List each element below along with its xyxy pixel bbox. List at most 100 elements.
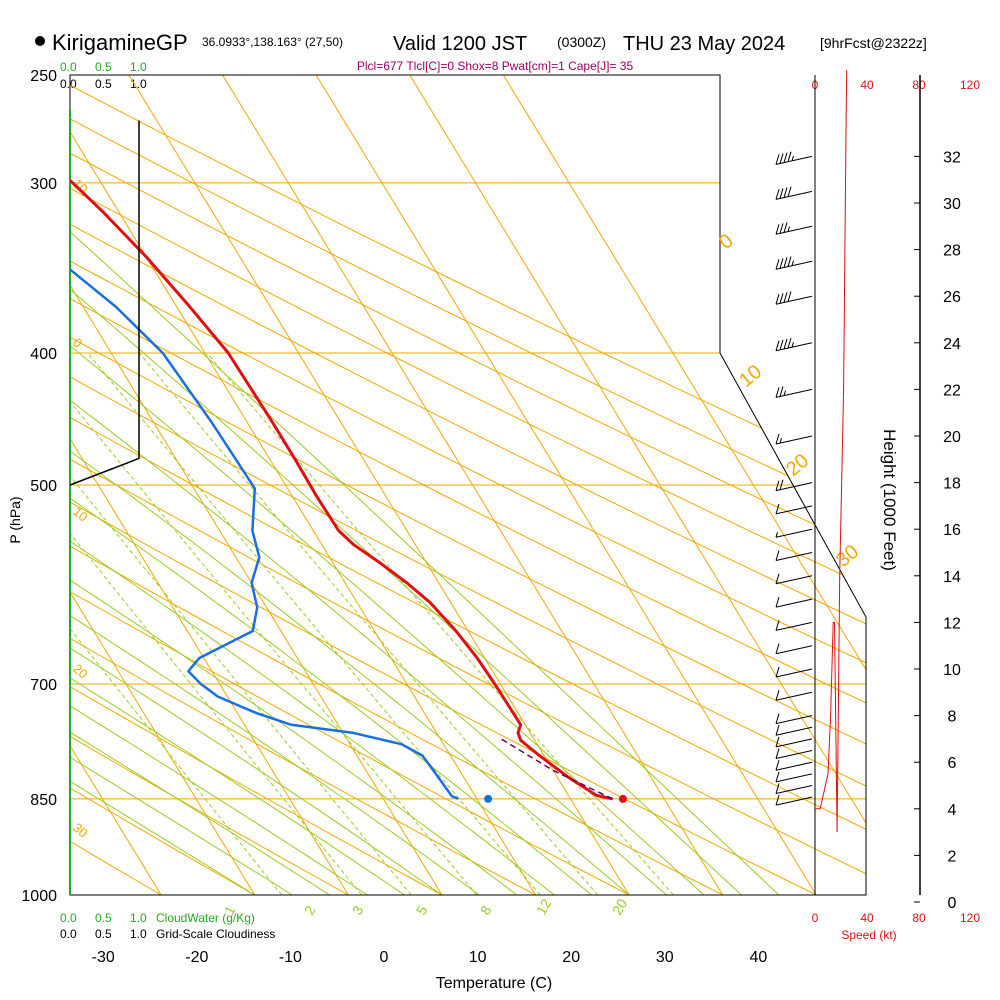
wind-barb-icon bbox=[775, 291, 813, 305]
wind-barb-icon bbox=[775, 433, 813, 445]
x-axis-label: Temperature (C) bbox=[436, 975, 552, 992]
height-axis-label: Height (1000 Feet) bbox=[880, 429, 899, 571]
cloudiness-tick: 0.0 bbox=[60, 927, 77, 941]
moist-adiabat-label: 10 bbox=[735, 361, 766, 392]
dry-adiabat-line bbox=[70, 75, 256, 895]
moist-adiabat-line bbox=[70, 75, 630, 895]
dry-adiabat-label: 30 bbox=[70, 820, 91, 841]
cloudiness-line bbox=[69, 120, 140, 486]
wind-barb-icon bbox=[775, 760, 813, 771]
mixing-ratio-label: 2 bbox=[301, 903, 319, 918]
isotherm-line bbox=[70, 75, 162, 895]
mixing-ratio-line bbox=[70, 352, 362, 895]
wind-barb-icon bbox=[775, 771, 813, 783]
wind-barb-icon bbox=[775, 643, 813, 655]
height-tick-label: 22 bbox=[943, 382, 961, 399]
moist-adiabat-line bbox=[70, 75, 330, 895]
isotherm-line bbox=[315, 75, 817, 895]
pressure-tick-label: 500 bbox=[30, 478, 57, 495]
mixing-ratio-line bbox=[70, 352, 282, 895]
wind-barb-icon bbox=[775, 550, 813, 561]
moist-adiabat-label: 20 bbox=[782, 450, 813, 481]
dry-adiabat-line bbox=[70, 75, 536, 895]
cloudiness-tick: 0.0 bbox=[60, 77, 77, 91]
cloud-scale-top: 0.0 0.5 1.0 0.0 0.5 1.0 bbox=[60, 60, 147, 91]
wind-barb-icon bbox=[775, 666, 813, 678]
pressure-tick-label: 250 bbox=[30, 68, 57, 85]
pressure-tick-label: 400 bbox=[30, 346, 57, 363]
cloudwater-tick: 1.0 bbox=[130, 60, 147, 74]
height-tick-label: 4 bbox=[948, 802, 957, 819]
mixing-ratio-line bbox=[206, 352, 674, 895]
speed-tick: 0 bbox=[812, 911, 819, 925]
dry-adiabat-label: 20 bbox=[70, 661, 91, 682]
wind-barb-icon bbox=[775, 528, 813, 538]
cloudwater-tick: 1.0 bbox=[130, 911, 147, 925]
dry-adiabat-line bbox=[70, 75, 866, 895]
moist-adiabat-line bbox=[70, 75, 705, 895]
x-tick-label: 40 bbox=[750, 949, 768, 966]
station-dot-icon bbox=[35, 36, 45, 46]
cloudiness-tick: 1.0 bbox=[130, 77, 147, 91]
surface-dewpoint-dot bbox=[484, 794, 493, 803]
dry-adiabat-line bbox=[70, 75, 724, 895]
mixing-ratio-label: 8 bbox=[477, 903, 495, 918]
mixing-ratio-line bbox=[87, 352, 541, 895]
moist-adiabat-label: 30 bbox=[832, 541, 863, 572]
dry-adiabat-label: 10 bbox=[70, 176, 91, 197]
cloudwater-tick: 0.0 bbox=[60, 911, 77, 925]
wind-barb-icon bbox=[775, 736, 813, 748]
height-tick-label: 32 bbox=[943, 149, 961, 166]
isotherm-line bbox=[409, 75, 866, 895]
dry-adiabat-line bbox=[70, 75, 630, 895]
mixing-ratio-label: 12 bbox=[533, 896, 555, 918]
valid-time: Valid 1200 JST bbox=[393, 33, 527, 55]
wind-barb-icon bbox=[775, 256, 813, 270]
wind-barb-icon bbox=[775, 222, 813, 235]
moist-adiabat-label: 0 bbox=[715, 230, 738, 254]
moist-adiabat-line bbox=[70, 75, 593, 895]
wind-barb-icon bbox=[775, 151, 813, 165]
wind-barb-icon bbox=[775, 573, 813, 585]
speed-tick: 80 bbox=[912, 911, 926, 925]
cloudwater-tick: 0.5 bbox=[95, 911, 112, 925]
speed-tick: 120 bbox=[960, 78, 980, 92]
mixing-ratio-label: 3 bbox=[349, 903, 367, 918]
mixing-ratio-label: 20 bbox=[609, 896, 631, 918]
surface-temperature-dot bbox=[618, 794, 627, 803]
moist-adiabat-line bbox=[70, 75, 555, 895]
moist-adiabat-line bbox=[70, 75, 368, 895]
moist-adiabat-line bbox=[70, 75, 443, 895]
wind-speed-line bbox=[815, 70, 848, 833]
dry-adiabat-line bbox=[70, 75, 866, 895]
isotherm-line bbox=[70, 75, 443, 895]
moist-adiabat-line bbox=[70, 75, 667, 895]
wind-barb-icon bbox=[775, 690, 813, 701]
speed-tick: 120 bbox=[960, 911, 980, 925]
valid-zulu: (0300Z) bbox=[557, 34, 606, 50]
cloudiness-tick: 0.5 bbox=[95, 77, 112, 91]
dry-adiabat-line bbox=[70, 75, 866, 895]
wind-barb-icon bbox=[775, 337, 813, 352]
wind-barb-icon bbox=[775, 783, 813, 794]
wind-barb-icon bbox=[775, 620, 813, 631]
height-tick-label: 6 bbox=[948, 755, 957, 772]
wind-barb-icon bbox=[775, 748, 813, 760]
x-tick-label: 30 bbox=[656, 949, 674, 966]
moist-adiabat-line bbox=[70, 75, 256, 895]
height-tick-label: 8 bbox=[948, 709, 957, 726]
pressure-tick-label: 300 bbox=[30, 176, 57, 193]
height-tick-label: 16 bbox=[943, 522, 961, 539]
y-axis-label: P (hPa) bbox=[7, 496, 23, 543]
dry-adiabat-line bbox=[70, 75, 349, 895]
parcel-line bbox=[500, 738, 613, 800]
pressure-tick-label: 1000 bbox=[21, 888, 57, 905]
dry-adiabat-label: 0 bbox=[70, 335, 85, 351]
wind-barb-icon bbox=[775, 479, 813, 492]
valid-date: THU 23 May 2024 bbox=[623, 33, 785, 55]
height-tick-label: 2 bbox=[948, 848, 957, 865]
moist-adiabat-line bbox=[70, 75, 405, 895]
indices-line: Plcl=677 Tlcl[C]=0 Shox=8 Pwat[cm]=1 Cap… bbox=[357, 59, 634, 73]
height-tick-label: 10 bbox=[943, 662, 961, 679]
